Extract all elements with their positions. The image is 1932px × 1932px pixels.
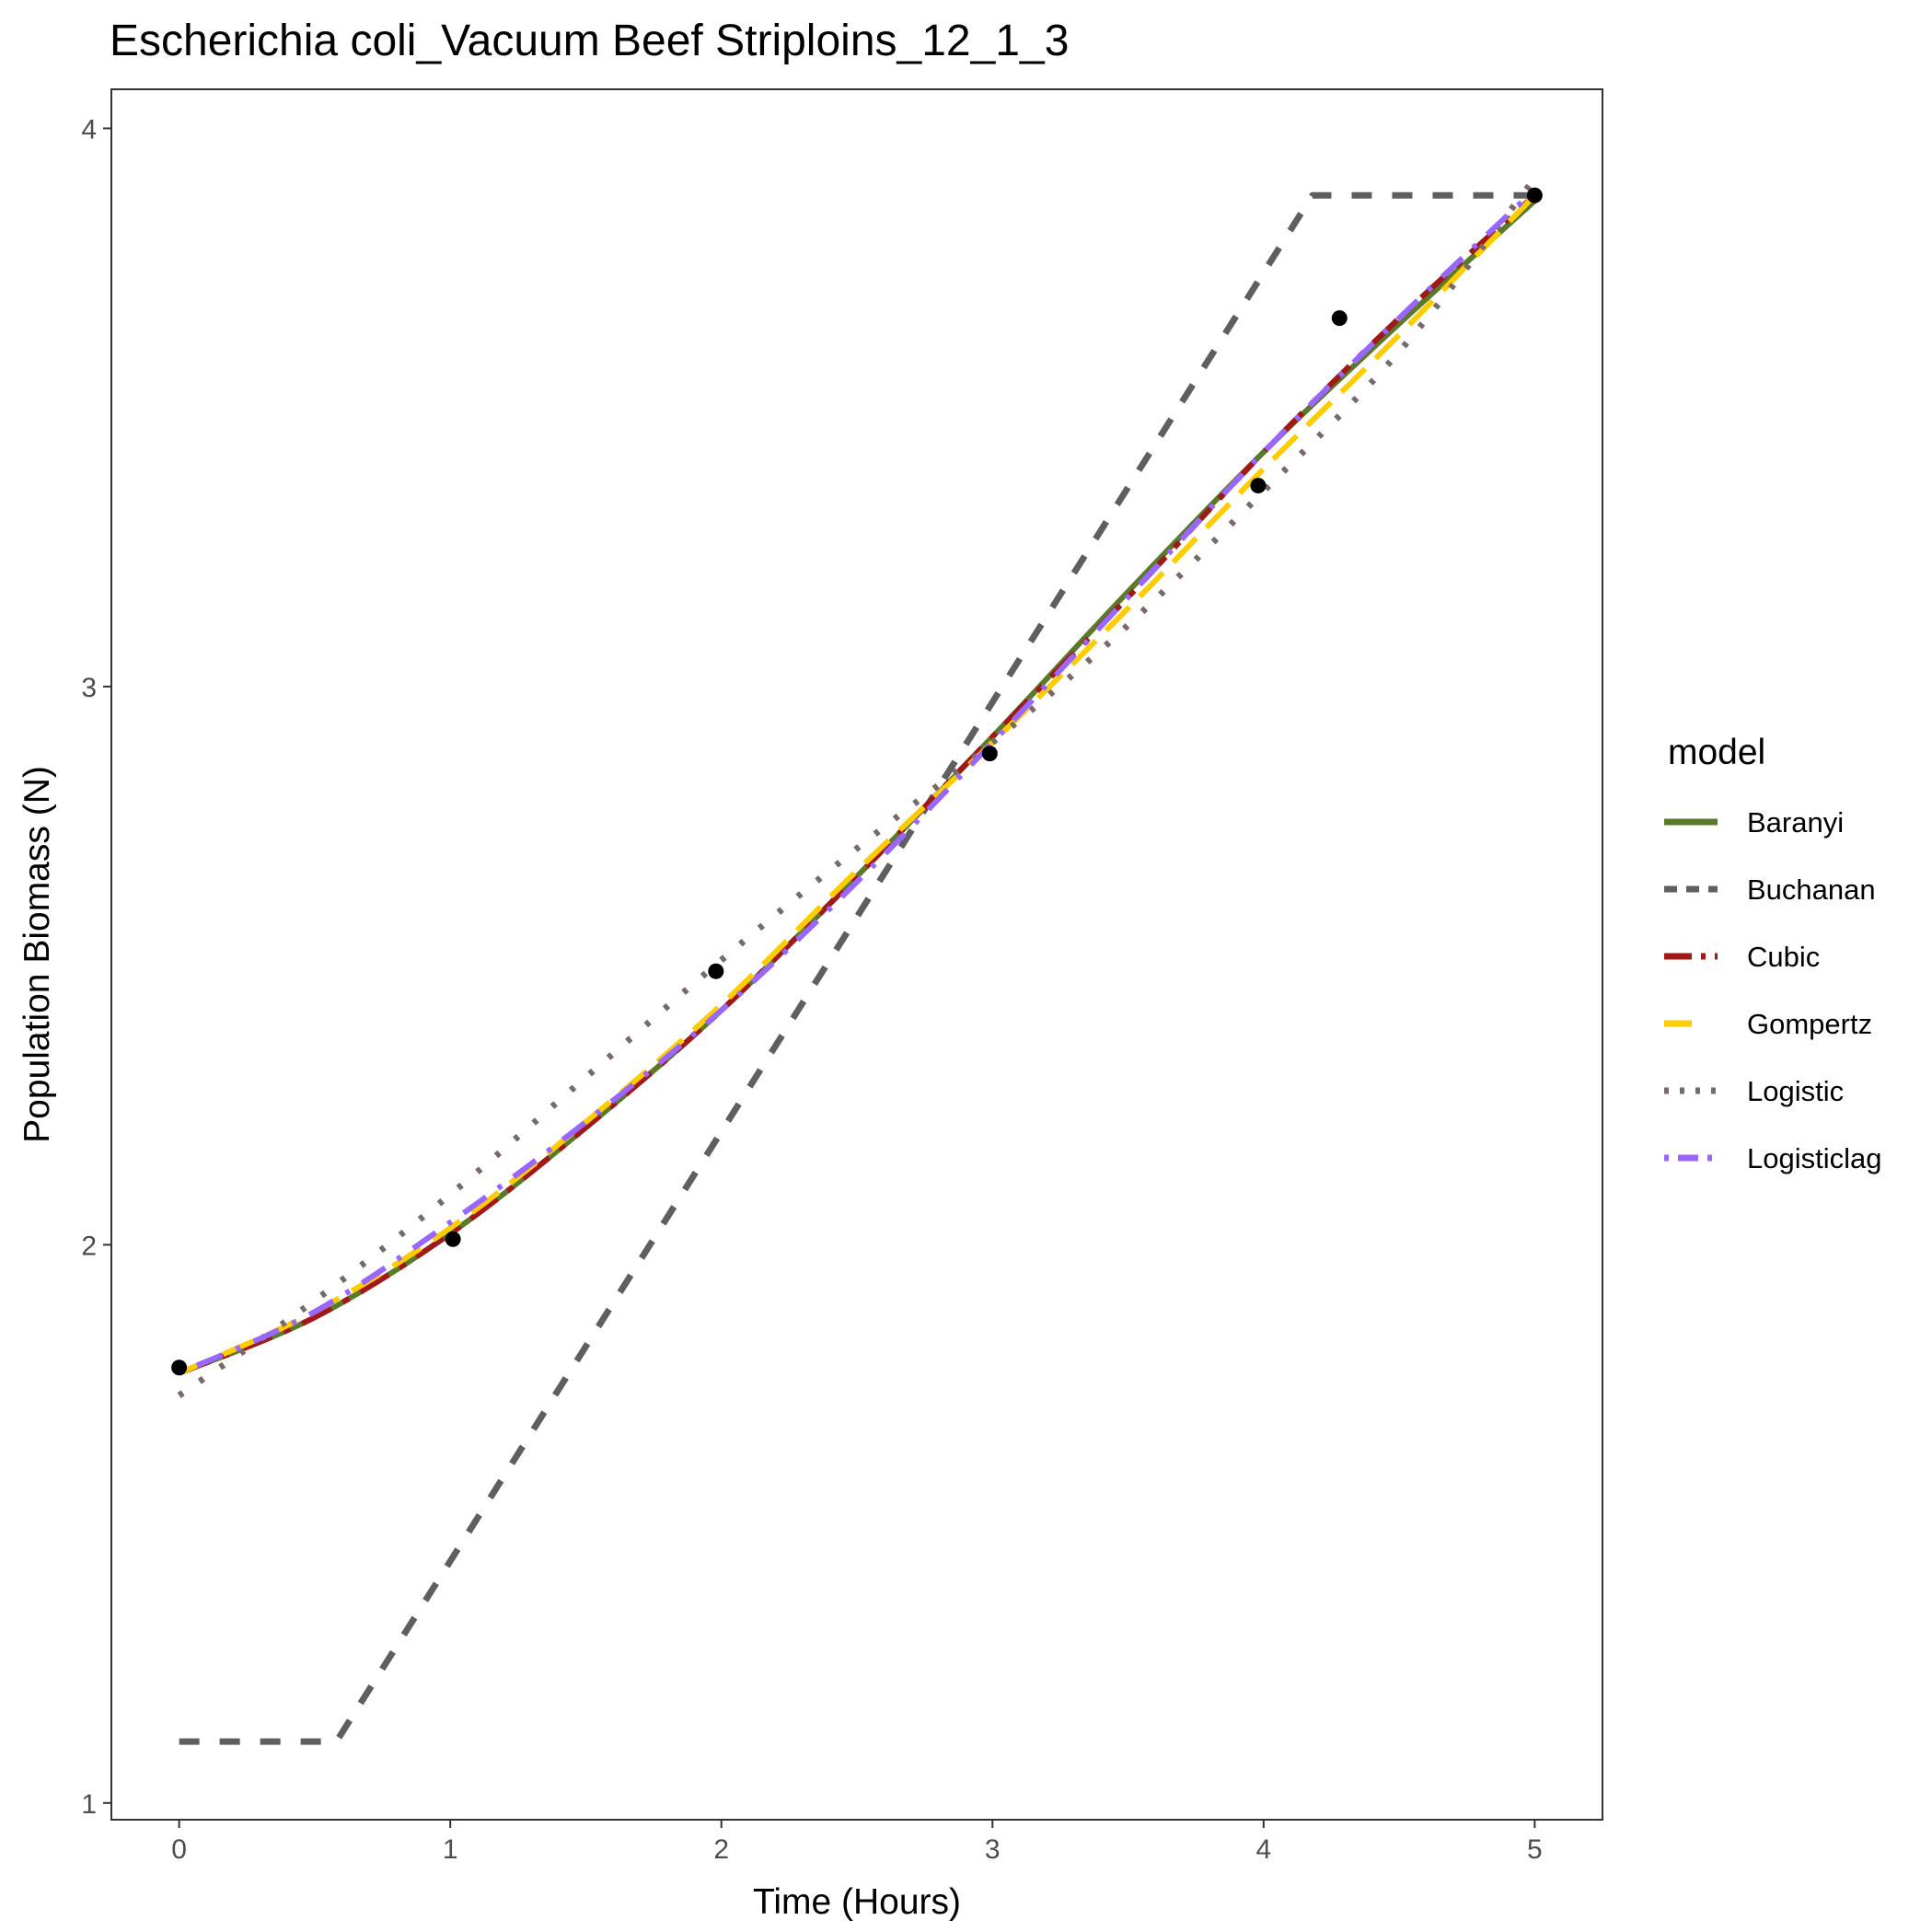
series-line-logisticlag [178,187,1537,1376]
y-tick-label: 4 [81,114,97,145]
series-line-gompertz [178,193,1537,1376]
x-tick-label: 5 [1527,1834,1543,1865]
y-tick-label: 2 [81,1231,97,1261]
legend-label-cubic: Cubic [1747,941,1820,973]
data-point [1526,187,1543,203]
series-line-buchanan [179,191,1535,1745]
data-point [708,963,724,979]
x-axis: 0 1 2 3 4 5 [171,1820,1543,1865]
x-tick-label: 4 [1255,1834,1271,1865]
legend-label-logistic: Logistic [1747,1075,1844,1107]
x-tick-label: 2 [713,1834,729,1865]
data-points [171,187,1543,1376]
legend-label-baranyi: Baranyi [1747,806,1844,839]
data-point [171,1359,188,1376]
legend: model Baranyi Buchanan Cubic Gompertz Logist… [1664,733,1881,1174]
y-axis-title: Population Biomass (N) [17,766,57,1143]
x-tick-label: 0 [171,1834,187,1865]
x-tick-label: 1 [443,1834,458,1865]
series-layer [177,176,1538,1745]
plot-panel [110,88,1603,1821]
x-axis-title: Time (Hours) [753,1882,961,1922]
legend-label-buchanan: Buchanan [1747,873,1876,906]
y-tick-label: 3 [81,673,97,703]
x-tick-label: 3 [985,1834,1001,1865]
data-point [981,746,998,762]
y-tick-label: 1 [81,1789,97,1820]
legend-label-gompertz: Gompertz [1747,1008,1872,1040]
data-point [1331,310,1348,327]
data-point [1250,478,1267,494]
chart-title: Escherichia coli_Vacuum Beef Striploins_… [110,17,1069,65]
data-point [445,1231,461,1247]
y-axis: 1 2 3 4 [81,114,111,1820]
legend-label-logisticlag: Logisticlag [1747,1142,1881,1174]
legend-title: model [1668,733,1765,772]
